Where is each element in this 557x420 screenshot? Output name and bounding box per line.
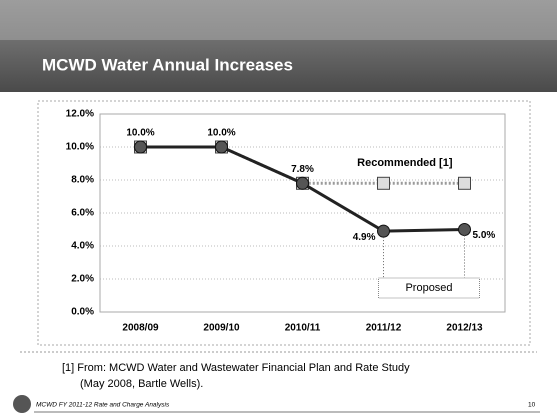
x-tick-label: 2010/11	[285, 323, 321, 334]
y-tick-label: 6.0%	[71, 208, 94, 219]
data-label: 10.0%	[126, 128, 154, 139]
proposed-label: Proposed	[405, 282, 452, 294]
data-label: 10.0%	[207, 128, 235, 139]
data-label: 4.9%	[353, 232, 376, 243]
footer: MCWD FY 2011-12 Rate and Charge Analysis	[36, 402, 170, 409]
recommended-marker	[458, 176, 471, 190]
page-number: 10	[528, 402, 536, 409]
x-tick-label: 2011/12	[366, 323, 402, 334]
x-tick-label: 2009/10	[203, 323, 240, 334]
proposed-marker	[296, 176, 309, 190]
title-bar-top	[0, 0, 557, 40]
data-label: 5.0%	[473, 230, 496, 241]
data-label: 7.8%	[291, 164, 314, 175]
recommended-marker	[377, 176, 390, 190]
plot: 0.0% 2.0% 4.0% 6.0% 8.0% 10.0% 12.0% 2008/09 200…	[66, 109, 506, 334]
proposed-marker	[377, 224, 390, 238]
logo	[13, 395, 31, 413]
y-tick-label: 4.0%	[71, 241, 94, 252]
y-tick-label: 2.0%	[71, 274, 94, 285]
footnote: [1] From: MCWD Water and Wastewater Fina…	[62, 362, 410, 374]
recommended-label: Recommended [1]	[357, 157, 453, 169]
plot-border	[99, 113, 506, 313]
slide-title: MCWD Water Annual Increases	[42, 55, 293, 74]
y-tick-label: 0.0%	[71, 307, 94, 318]
proposed-marker	[458, 223, 471, 236]
proposed-box	[378, 277, 480, 299]
proposed-marker	[215, 140, 228, 154]
x-tick-label: 2012/13	[446, 323, 483, 334]
y-tick-label: 12.0%	[66, 109, 94, 120]
footnote: (May 2008, Bartle Wells).	[80, 378, 203, 390]
chart-frame	[37, 100, 531, 346]
y-tick-label: 10.0%	[66, 142, 94, 153]
y-tick-label: 8.0%	[71, 175, 94, 186]
x-tick-label: 2008/09	[122, 323, 159, 334]
proposed-marker	[134, 140, 147, 154]
